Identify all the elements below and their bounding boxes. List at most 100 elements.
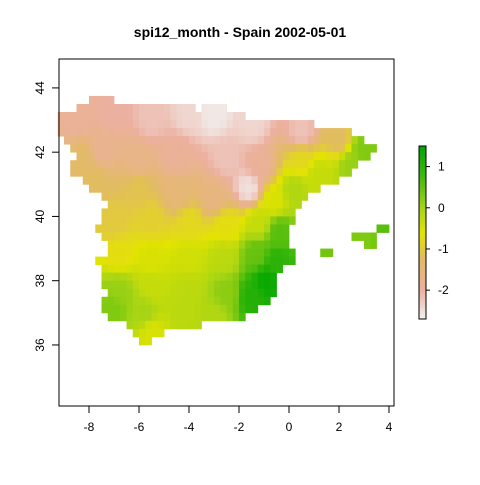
- grid-cell: [195, 224, 202, 233]
- grid-cell: [164, 208, 171, 217]
- grid-cell: [207, 272, 215, 282]
- grid-cell: [357, 232, 365, 241]
- grid-cell: [207, 200, 215, 209]
- grid-cell: [207, 136, 215, 145]
- grid-cell: [295, 136, 302, 145]
- grid-cell: [207, 296, 215, 306]
- grid-cell: [220, 168, 227, 177]
- grid-cell: [107, 136, 115, 145]
- grid-cell: [76, 144, 84, 153]
- grid-cell: [201, 216, 209, 225]
- grid-cell: [114, 280, 121, 290]
- grid-cell: [151, 208, 159, 217]
- legend-color-band: [419, 148, 426, 153]
- grid-cell: [295, 120, 302, 129]
- grid-cell: [176, 248, 184, 257]
- grid-cell: [120, 128, 127, 137]
- grid-cell: [357, 152, 365, 161]
- grid-cell: [201, 176, 209, 185]
- grid-cell: [64, 128, 71, 137]
- grid-cell: [120, 224, 127, 233]
- grid-cell: [170, 304, 177, 314]
- grid-cell: [314, 184, 321, 193]
- grid-cell: [151, 304, 159, 314]
- grid-cell: [145, 120, 152, 129]
- grid-cell: [95, 144, 102, 153]
- grid-cell: [182, 112, 190, 121]
- grid-cell: [107, 264, 115, 274]
- grid-cell: [164, 168, 171, 177]
- grid-cell: [207, 144, 215, 153]
- grid-cell: [239, 296, 246, 306]
- grid-cell: [157, 240, 165, 249]
- x-tick-label: -4: [184, 420, 195, 434]
- grid-cell: [157, 184, 165, 193]
- grid-cell: [245, 288, 252, 298]
- grid-cell: [364, 144, 371, 153]
- grid-cell: [226, 288, 234, 298]
- grid-cell: [151, 256, 159, 266]
- grid-cell: [176, 256, 184, 266]
- grid-cell: [195, 136, 202, 145]
- grid-cell: [189, 160, 196, 169]
- grid-cell: [370, 144, 377, 153]
- legend-color-band: [419, 295, 426, 300]
- grid-cell: [376, 224, 384, 233]
- grid-cell: [201, 304, 209, 314]
- grid-cell: [182, 256, 190, 266]
- grid-cell: [145, 328, 152, 338]
- grid-cell: [276, 216, 284, 225]
- grid-cell: [151, 152, 159, 161]
- grid-cell: [282, 160, 290, 169]
- grid-cell: [139, 160, 146, 169]
- grid-cell: [195, 312, 202, 322]
- grid-cell: [176, 184, 184, 193]
- grid-cell: [176, 224, 184, 233]
- grid-cell: [107, 240, 115, 249]
- grid-cell: [132, 216, 140, 225]
- grid-cell: [282, 152, 290, 161]
- grid-cell: [270, 200, 277, 209]
- grid-cell: [157, 264, 165, 274]
- grid-cell: [195, 256, 202, 266]
- grid-cell: [189, 224, 196, 233]
- grid-cell: [245, 248, 252, 257]
- grid-cell: [145, 256, 152, 266]
- grid-cell: [282, 128, 290, 137]
- grid-cell: [176, 168, 184, 177]
- grid-cell: [120, 120, 127, 129]
- grid-cell: [189, 232, 196, 241]
- grid-cell: [145, 208, 152, 217]
- grid-cell: [220, 160, 227, 169]
- grid-cell: [151, 320, 159, 330]
- grid-cell: [251, 296, 259, 306]
- grid-cell: [107, 296, 115, 306]
- grid-cell: [139, 288, 146, 298]
- grid-cell: [95, 168, 102, 177]
- grid-cell: [232, 192, 240, 201]
- grid-cell: [307, 176, 315, 185]
- grid-cell: [232, 176, 240, 185]
- legend-color-band: [419, 301, 426, 306]
- grid-cell: [314, 136, 321, 145]
- grid-cell: [95, 95, 102, 105]
- grid-cell: [114, 128, 121, 137]
- grid-cell: [132, 288, 140, 298]
- legend-color-band: [419, 307, 426, 311]
- grid-cell: [120, 200, 127, 209]
- grid-cell: [226, 176, 234, 185]
- grid-cell: [107, 216, 115, 225]
- grid-cell: [195, 168, 202, 177]
- grid-cell: [239, 128, 246, 137]
- grid-cell: [182, 120, 190, 129]
- grid-cell: [164, 304, 171, 314]
- grid-cell: [176, 200, 184, 209]
- grid-cell: [189, 248, 196, 257]
- grid-cell: [120, 160, 127, 169]
- grid-cell: [176, 272, 184, 282]
- grid-cell: [239, 144, 246, 153]
- grid-cell: [126, 136, 134, 145]
- grid-cell: [239, 248, 246, 257]
- grid-cell: [245, 152, 252, 161]
- grid-cell: [107, 128, 115, 137]
